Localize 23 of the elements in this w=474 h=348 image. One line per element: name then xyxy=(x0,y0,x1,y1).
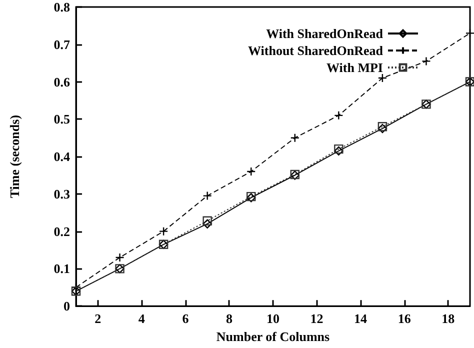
y-tick-label: 0.7 xyxy=(54,36,70,52)
y-tick-label: 0 xyxy=(64,298,70,314)
x-tick-label: 12 xyxy=(310,311,324,326)
y-tick-label: 0.2 xyxy=(54,224,70,239)
y-tick-label: 0.5 xyxy=(54,112,70,127)
x-tick-label: 4 xyxy=(138,311,146,326)
x-tick-label: 8 xyxy=(226,311,233,326)
x-tick-label: 10 xyxy=(266,311,280,326)
x-tick-label: 18 xyxy=(442,311,456,326)
x-tick-label: 16 xyxy=(398,311,412,326)
y-tick-label: 0.8 xyxy=(54,0,70,14)
x-axis-title: Number of Columns xyxy=(216,329,330,344)
y-tick-label: 0.3 xyxy=(54,186,70,202)
legend-label: With MPI xyxy=(326,60,383,75)
x-tick-label: 14 xyxy=(354,311,368,326)
x-tick-label: 6 xyxy=(182,311,190,326)
x-tick-label: 2 xyxy=(94,311,102,326)
legend-label: Without SharedOnRead xyxy=(248,43,384,58)
legend-label: With SharedOnRead xyxy=(266,26,384,41)
y-tick-label: 0.1 xyxy=(54,261,70,276)
y-axis-title: Time (seconds) xyxy=(7,114,22,198)
y-tick-label: 0.4 xyxy=(54,149,70,164)
y-tick-label: 0.6 xyxy=(54,74,70,90)
